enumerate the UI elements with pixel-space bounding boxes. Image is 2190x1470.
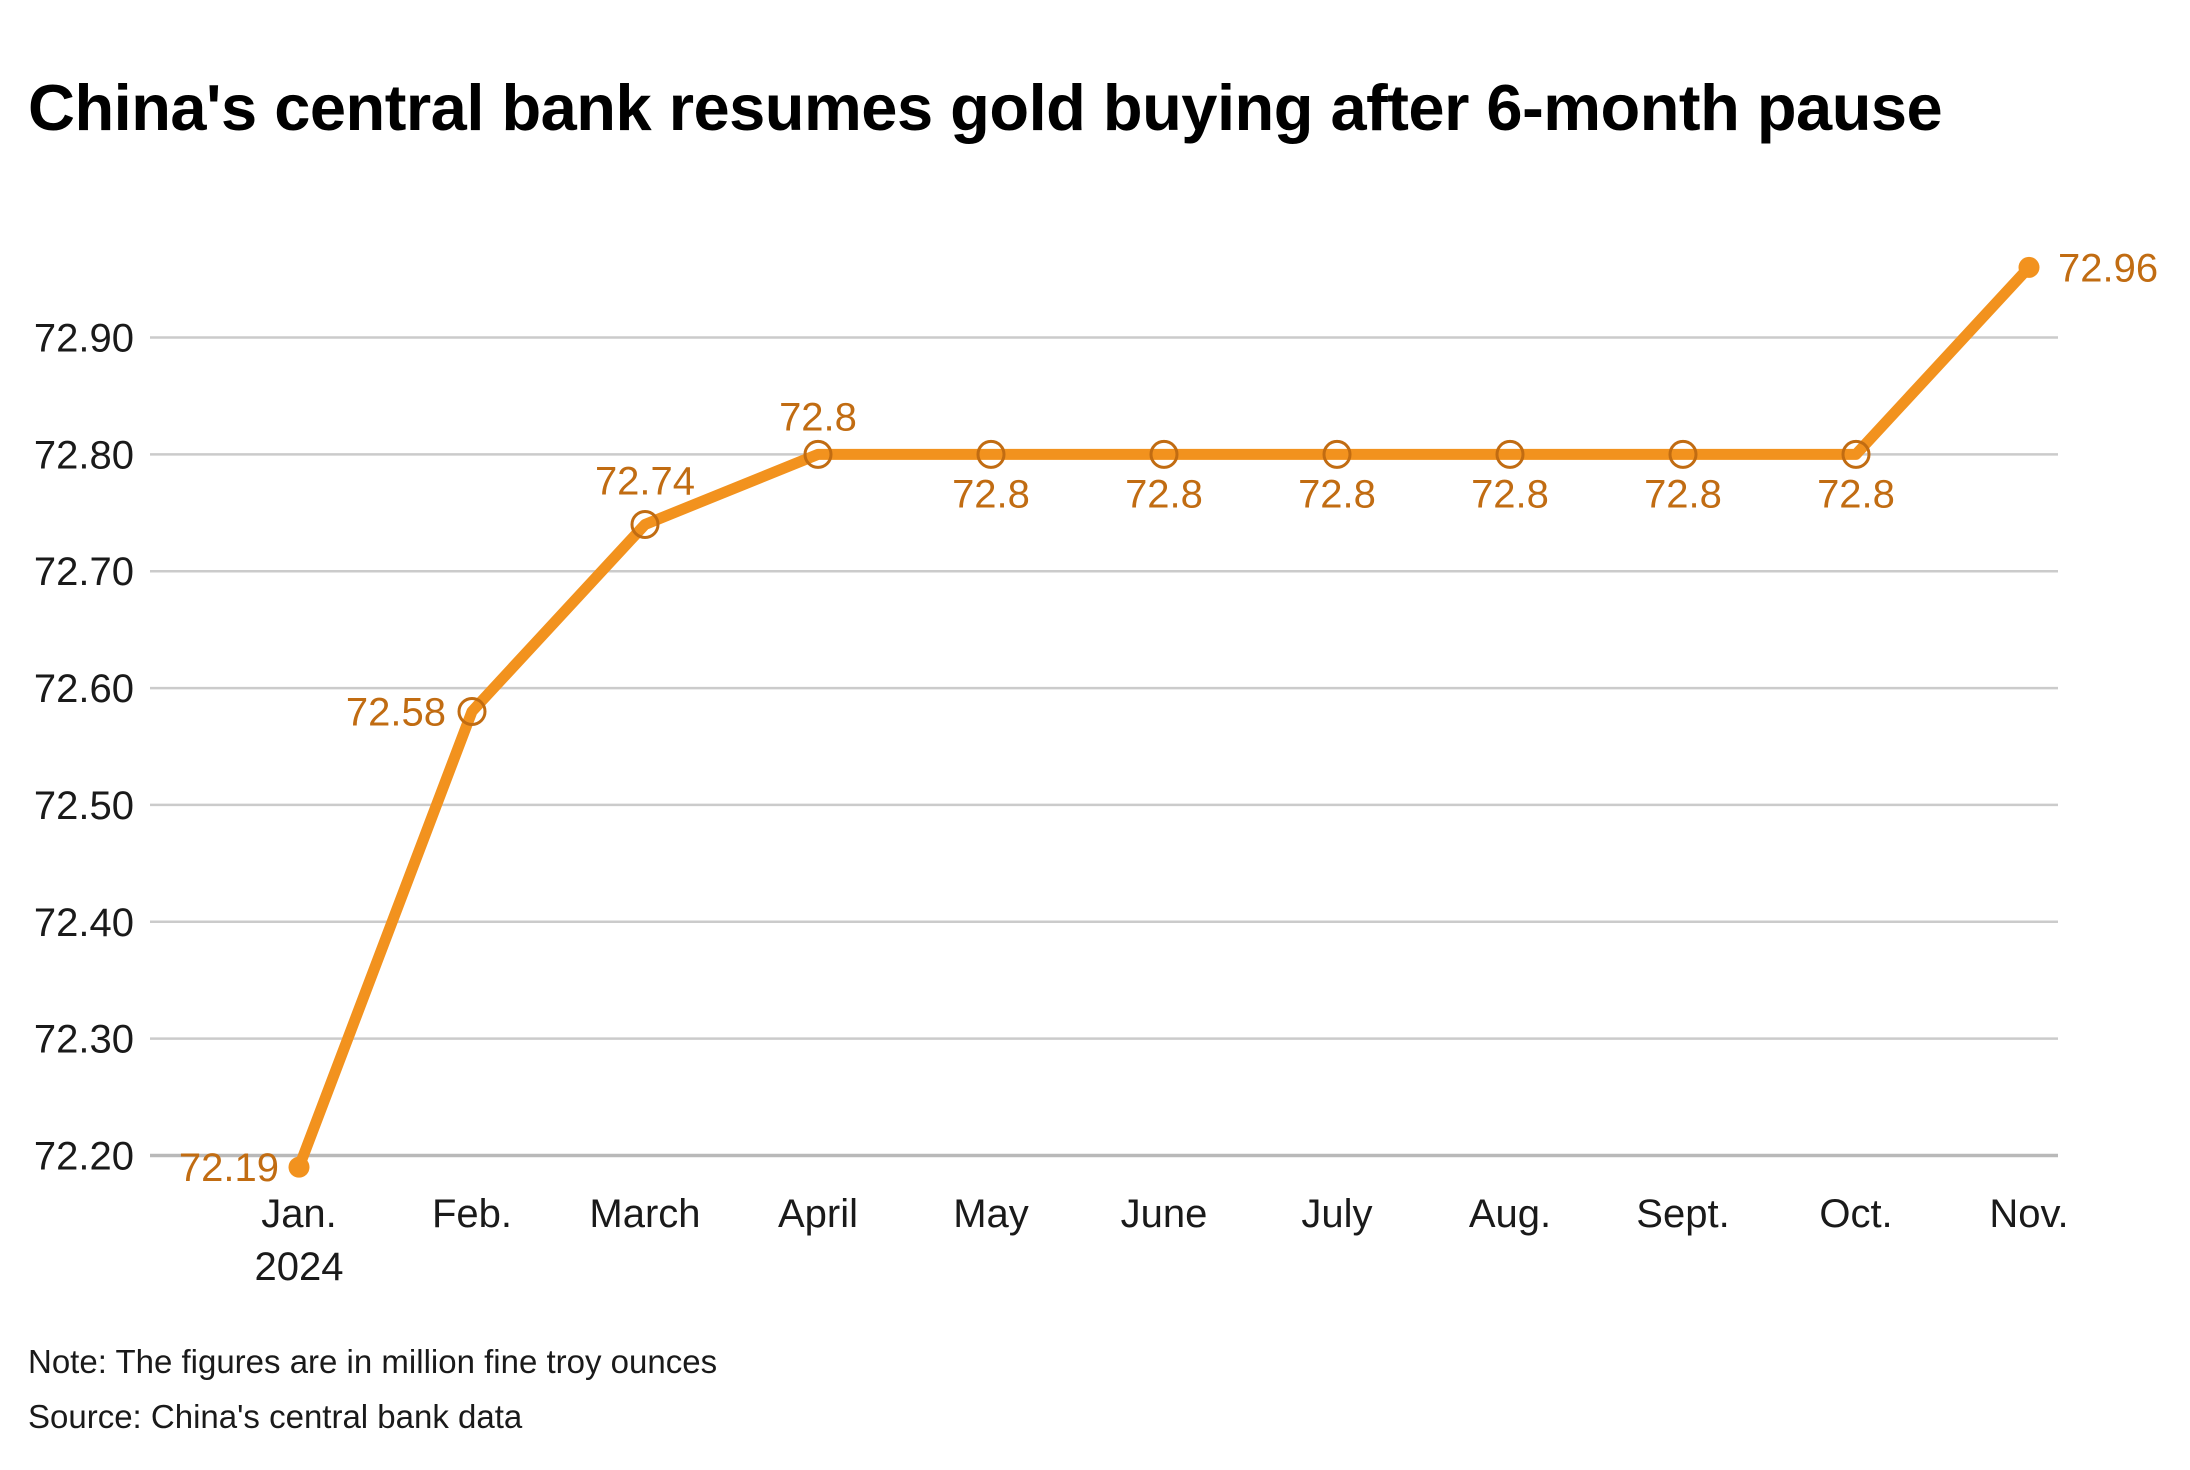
- data-point-label-june: 72.8: [1125, 472, 1203, 516]
- x-tick-label-june: June: [1121, 1192, 1208, 1236]
- data-point-label-feb: 72.58: [346, 690, 446, 734]
- data-point-ring-sept: [1668, 439, 1698, 469]
- trend-line: [293, 263, 2034, 1170]
- data-point-label-jan: 72.19: [179, 1146, 279, 1190]
- y-tick-label: 72.50: [34, 784, 134, 828]
- y-tick-label: 72.20: [34, 1135, 134, 1179]
- data-point-dot-nov: [2018, 256, 2040, 278]
- x-tick-label-jan: Jan. 2024: [255, 1192, 344, 1289]
- x-tick-label-may: May: [953, 1192, 1029, 1236]
- y-tick-label: 72.30: [34, 1018, 134, 1062]
- data-point-label-may: 72.8: [952, 472, 1030, 516]
- data-point-ring-oct: [1841, 439, 1871, 469]
- data-point-label-nov: 72.96: [2058, 246, 2158, 290]
- x-tick-label-feb: Feb.: [432, 1192, 512, 1236]
- data-point-ring-march: [630, 509, 660, 539]
- data-point-label-july: 72.8: [1298, 472, 1376, 516]
- y-tick-label: 72.70: [34, 550, 134, 594]
- data-point-ring-feb: [457, 696, 487, 726]
- chart-source: Source: China's central bank data: [28, 1398, 523, 1435]
- data-point-label-sept: 72.8: [1644, 472, 1722, 516]
- data-point-label-aug: 72.8: [1471, 472, 1549, 516]
- page-title: China's central bank resumes gold buying…: [28, 70, 1943, 144]
- x-tick-label-oct: Oct.: [1819, 1192, 1892, 1236]
- y-tick-label: 72.80: [34, 433, 134, 477]
- y-tick-label: 72.40: [34, 901, 134, 945]
- x-tick-label-july: July: [1301, 1192, 1372, 1236]
- data-point-ring-may: [976, 439, 1006, 469]
- x-tick-label-nov: Nov.: [1989, 1192, 2068, 1236]
- data-point-ring-july: [1322, 439, 1352, 469]
- y-tick-label: 72.90: [34, 317, 134, 361]
- chart-note: Note: The figures are in million fine tr…: [28, 1343, 718, 1380]
- data-point-ring-aug: [1495, 439, 1525, 469]
- data-point-dot-jan: [288, 1156, 310, 1178]
- y-tick-label: 72.60: [34, 667, 134, 711]
- x-tick-label-aug: Aug.: [1469, 1192, 1551, 1236]
- data-point-label-march: 72.74: [595, 459, 695, 503]
- data-point-label-april: 72.8: [779, 395, 857, 439]
- x-tick-label-march: March: [589, 1192, 700, 1236]
- data-point-ring-april: [803, 439, 833, 469]
- x-tick-label-sept: Sept.: [1636, 1192, 1729, 1236]
- x-tick-label-april: April: [778, 1192, 858, 1236]
- data-point-label-oct: 72.8: [1817, 472, 1895, 516]
- data-point-ring-june: [1149, 439, 1179, 469]
